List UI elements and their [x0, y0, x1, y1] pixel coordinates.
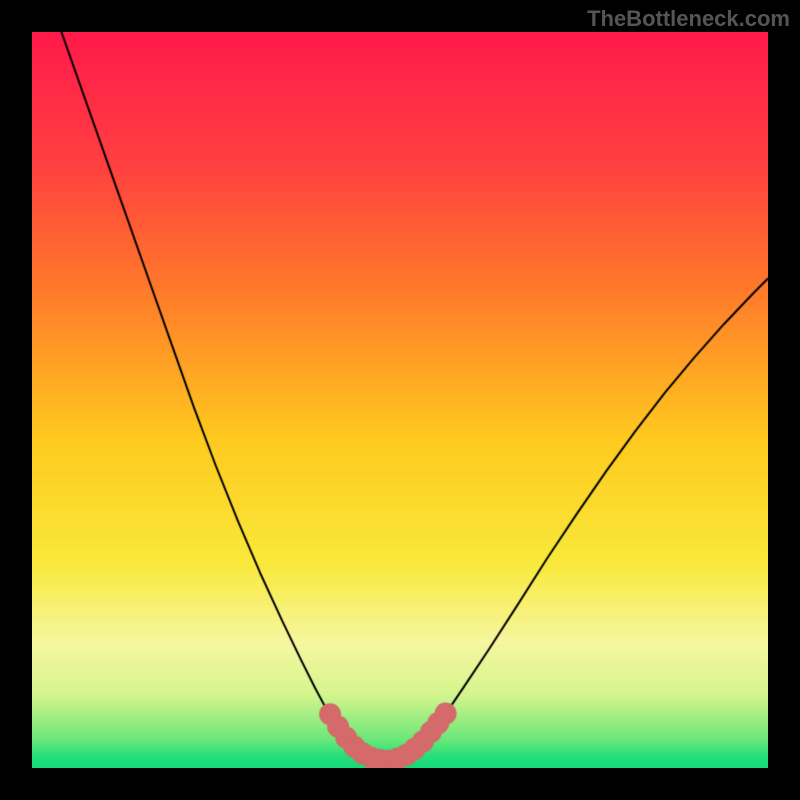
- chart-stage: TheBottleneck.com: [0, 0, 800, 800]
- bottleneck-curve-chart: [32, 32, 768, 768]
- watermark-text: TheBottleneck.com: [587, 6, 790, 32]
